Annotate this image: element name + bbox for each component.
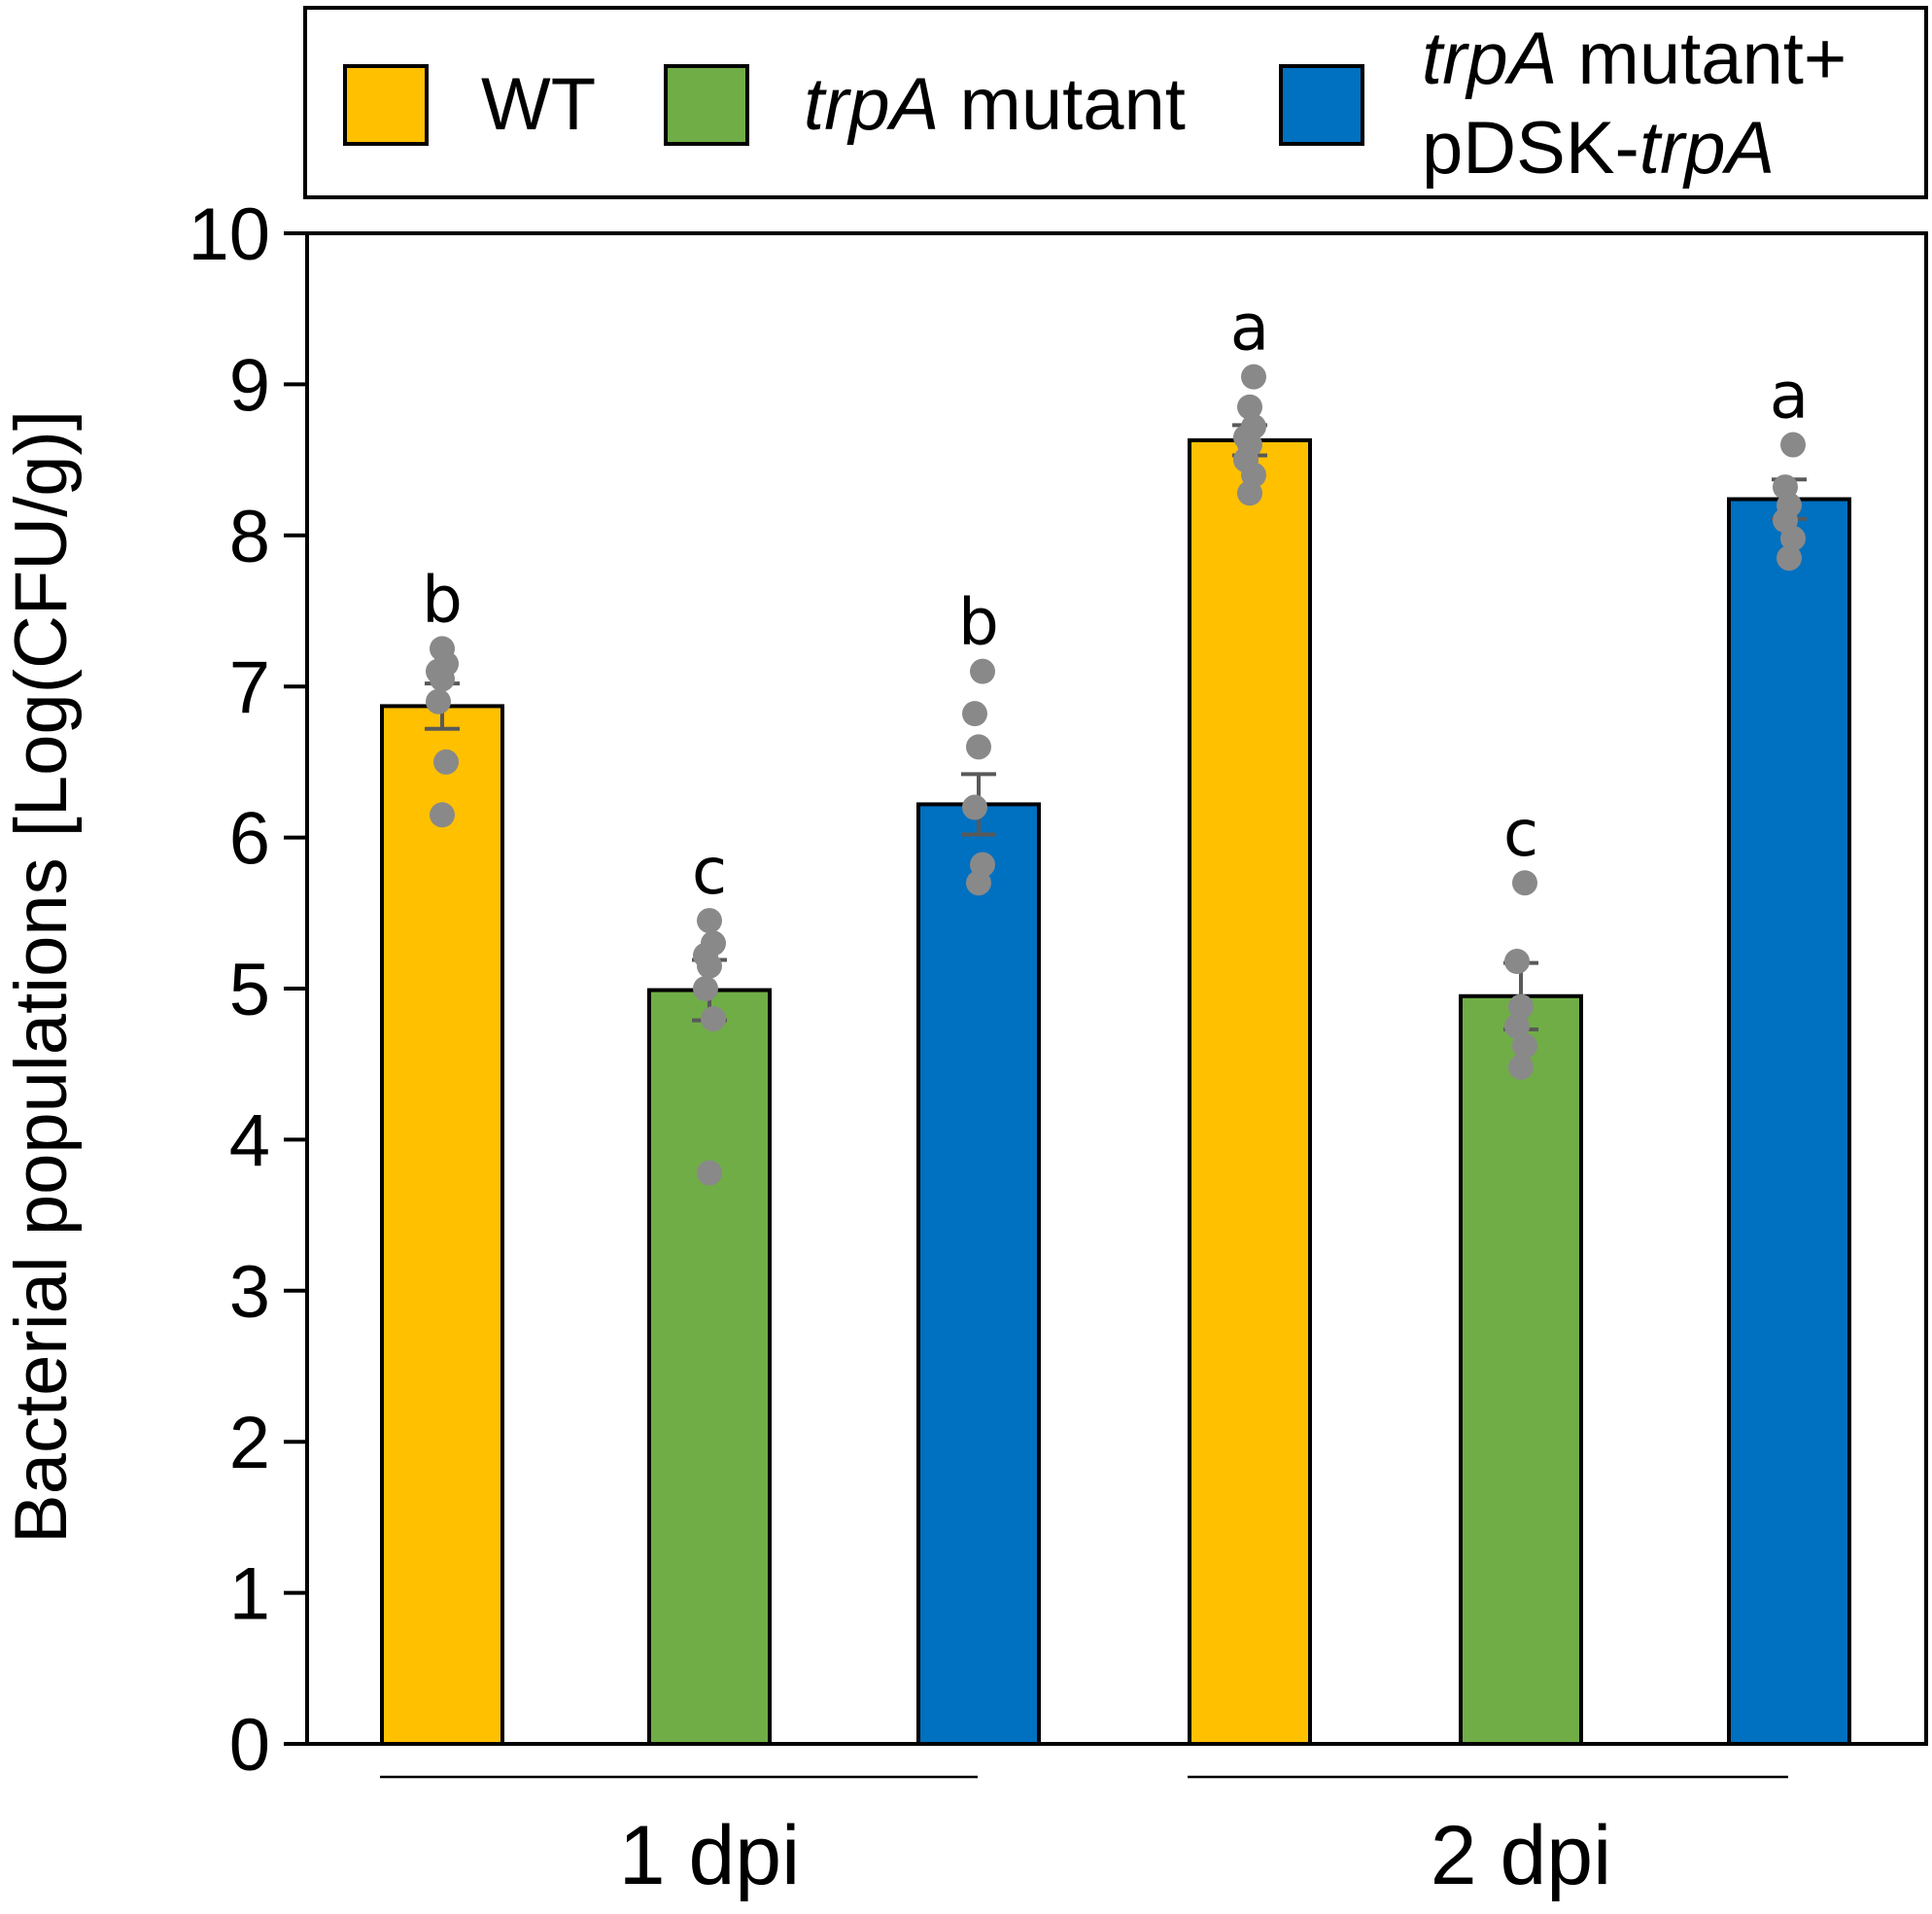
y-tick-label: 8 (229, 496, 270, 578)
significance-letter: a (1230, 291, 1269, 365)
legend-label-part: mutant (939, 63, 1185, 146)
data-point (962, 701, 987, 727)
legend-label-part: trpA (1422, 17, 1557, 100)
data-point (426, 688, 451, 714)
data-point (1241, 413, 1266, 439)
data-point (1773, 474, 1798, 501)
x-category-label: 1 dpi (619, 1809, 801, 1902)
data-point (697, 908, 722, 934)
data-point (1780, 432, 1806, 458)
data-point (1508, 993, 1534, 1020)
data-point (1508, 1054, 1534, 1080)
legend-label-wt: WT (481, 63, 596, 146)
y-tick-label: 2 (229, 1402, 270, 1484)
data-point (701, 930, 726, 957)
bar-wt-1 (1188, 437, 1312, 1747)
data-point (966, 734, 991, 760)
data-point (1504, 1013, 1530, 1039)
bar-mut-0 (647, 988, 772, 1746)
data-point (1237, 394, 1262, 420)
data-point (1241, 364, 1266, 390)
significance-letters: b a c c b a (422, 291, 1809, 909)
data-point (697, 1160, 722, 1186)
data-point (1512, 1033, 1537, 1060)
y-tick-label: 10 (188, 193, 270, 276)
data-point (962, 794, 987, 820)
data-point (430, 802, 455, 828)
legend-label-part: mutant+ (1557, 17, 1846, 100)
legend-swatch-comp (1279, 64, 1364, 146)
error-bars (425, 423, 1807, 1031)
y-tick-label: 3 (229, 1251, 270, 1334)
legend-label-part: trpA (1639, 107, 1775, 190)
data-point (433, 748, 459, 775)
significance-letter: c (692, 834, 727, 909)
legend-label-comp-line2: pDSK-trpA (1422, 107, 1775, 190)
legend-box (303, 6, 1928, 199)
bar-comp-1 (1727, 497, 1851, 1746)
legend-label-part: trpA (804, 63, 939, 146)
legend-label-part: WT (481, 63, 596, 146)
y-tick-label: 5 (229, 949, 270, 1031)
data-point (701, 1006, 726, 1032)
data-point (1512, 870, 1537, 896)
data-point (430, 636, 455, 662)
y-tick-label: 4 (229, 1099, 270, 1182)
legend-label-part: pDSK- (1422, 107, 1639, 190)
x-axis-groups: 1 dpi 2 dpi (380, 1775, 1788, 1902)
legend-swatch-wt (343, 64, 429, 146)
bars (380, 437, 1851, 1747)
data-point (970, 852, 995, 878)
significance-letter: a (1770, 359, 1809, 434)
x-category-label: 2 dpi (1431, 1809, 1612, 1902)
significance-letter: b (958, 585, 999, 660)
bar-mut-1 (1459, 993, 1583, 1746)
y-tick-label: 9 (229, 344, 270, 427)
y-tick-label: 6 (229, 798, 270, 881)
plot-frame (305, 231, 1928, 1746)
y-axis: 0 1 2 3 4 5 6 7 8 9 10 (188, 193, 307, 1787)
y-tick-label: 7 (229, 646, 270, 729)
significance-letter: c (1503, 796, 1538, 871)
bar-wt-0 (380, 704, 504, 1746)
legend-swatch-mut (664, 64, 749, 146)
y-tick-label: 0 (229, 1704, 270, 1787)
legend-label-mut: trpA mutant (804, 63, 1186, 146)
bar-comp-0 (916, 802, 1041, 1746)
data-point (1504, 949, 1530, 975)
significance-letter: b (422, 562, 463, 637)
data-points (426, 364, 1806, 1186)
y-axis-label: Bacterial populations [Log(CFU/g)] (0, 410, 83, 1544)
y-tick-label: 1 (229, 1553, 270, 1636)
data-point (1777, 545, 1802, 572)
legend-label-comp-line1: trpA mutant+ (1422, 17, 1846, 100)
data-point (693, 976, 718, 1001)
data-point (970, 658, 995, 684)
